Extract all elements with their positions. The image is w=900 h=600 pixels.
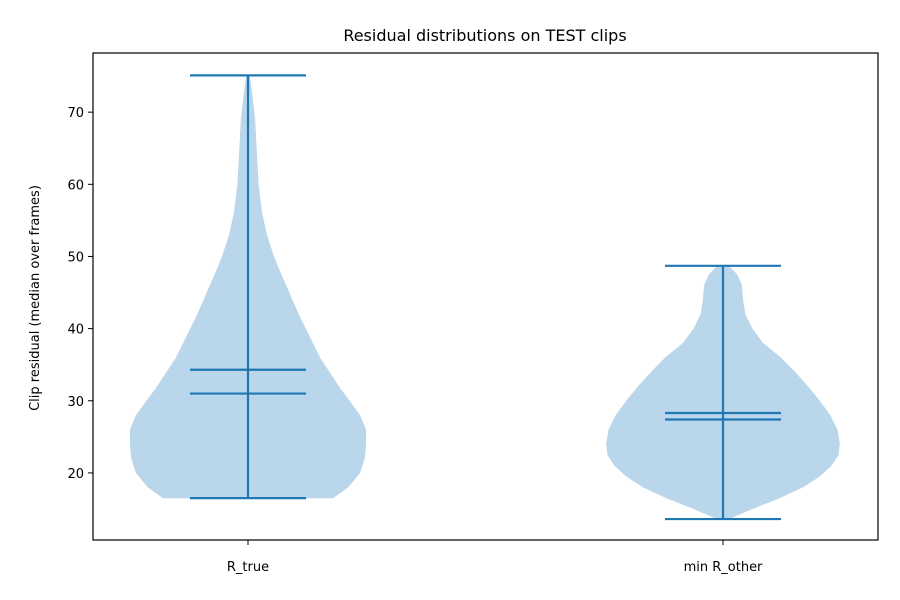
plot-frame — [92, 52, 879, 541]
y-tick-label: 50 — [67, 250, 84, 265]
y-tick-label: 60 — [67, 178, 84, 193]
y-tick-label: 70 — [67, 106, 84, 121]
y-tick-label: 20 — [67, 467, 84, 482]
y-tick-label: 40 — [67, 323, 84, 338]
chart-title: Residual distributions on TEST clips — [343, 26, 626, 45]
x-tick-label: min R_other — [684, 560, 763, 575]
y-tick-label: 30 — [67, 395, 84, 410]
plot-area: 20 30 40 50 60 70 R_true min R_other — [67, 74, 840, 575]
x-tick-label: R_true — [227, 560, 269, 575]
y-axis-label: Clip residual (median over frames) — [28, 185, 43, 411]
